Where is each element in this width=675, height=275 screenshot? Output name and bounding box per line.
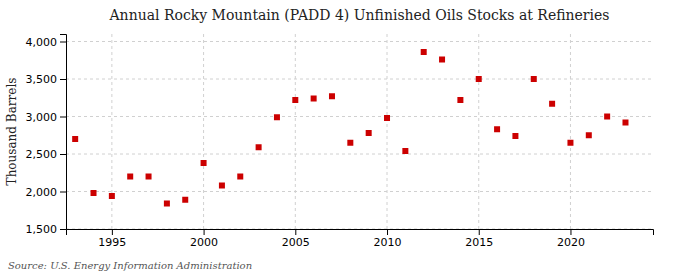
- point: [219, 183, 225, 189]
- point: [531, 76, 537, 82]
- point: [164, 201, 170, 207]
- grid-line-x: [478, 34, 479, 229]
- point: [91, 190, 97, 196]
- x-axis-tick-label: 2015: [465, 236, 493, 249]
- grid-line-x: [295, 34, 296, 229]
- point: [476, 76, 482, 82]
- y-axis-tick-label: 3,000: [26, 111, 58, 124]
- grid-line-y: [66, 116, 653, 117]
- point: [384, 115, 390, 121]
- point: [622, 120, 628, 126]
- chart-svg: 1995 2000 2005 2010 2015 2020 1,500 2,000 2,500 3…: [0, 0, 675, 275]
- point: [201, 160, 207, 166]
- chart-container: 1995 2000 2005 2010 2015 2020 1,500 2,000 2,500 3…: [0, 0, 675, 275]
- y-axis-tick: 4,000: [26, 36, 67, 49]
- point: [439, 57, 445, 63]
- point: [604, 114, 610, 120]
- y-axis-title: Thousand Barrels: [5, 78, 19, 186]
- point: [292, 97, 298, 103]
- point: [146, 174, 152, 180]
- point: [421, 49, 427, 55]
- x-axis-tick-mark: [479, 229, 480, 235]
- x-axis-tick-mark: [387, 229, 388, 235]
- x-axis-line: [67, 230, 654, 236]
- x-axis-tick-mark: [570, 229, 571, 235]
- y-axis-tick-mark: [60, 229, 66, 230]
- y-axis-tick: 3,000: [26, 111, 67, 124]
- x-axis-tick-mark: [295, 229, 296, 235]
- y-axis-tick-label: 2,500: [26, 148, 58, 161]
- x-axis-tick-label: 2020: [557, 236, 585, 249]
- x-axis-tick: 2000: [190, 229, 218, 249]
- point: [311, 96, 317, 102]
- title: Annual Rocky Mountain (PADD 4) Unfinishe…: [109, 7, 610, 23]
- point: [402, 148, 408, 154]
- grid-line-x: [570, 34, 571, 229]
- y-axis-tick-label: 1,500: [26, 223, 58, 236]
- y-axis-tick: 3,500: [26, 73, 67, 86]
- x-axis-tick: 1995: [98, 229, 126, 249]
- y-axis-line: [60, 35, 67, 230]
- annotation: Source: U.S. Energy Information Administ…: [8, 260, 252, 271]
- x-axis-tick: 2010: [374, 229, 402, 249]
- x-axis-tick-label: 2010: [374, 236, 402, 249]
- y-axis-tick-mark: [60, 154, 66, 155]
- grid-line-y: [66, 154, 653, 155]
- point: [127, 174, 133, 180]
- point: [347, 140, 353, 146]
- y-axis-tick-mark: [60, 42, 66, 43]
- point: [256, 144, 262, 150]
- point: [512, 133, 518, 139]
- point: [586, 132, 592, 138]
- y-axis-tick: 1,500: [26, 223, 67, 236]
- grid-line-y: [66, 41, 653, 42]
- x-axis-tick: 2020: [557, 229, 585, 249]
- y-axis-tick: 2,000: [26, 186, 67, 199]
- x-axis-tick-mark: [112, 229, 113, 235]
- y-axis-tick-label: 3,500: [26, 73, 58, 86]
- x-axis-tick: 2015: [465, 229, 493, 249]
- y-axis-tick-mark: [60, 192, 66, 193]
- point: [549, 101, 555, 107]
- grid-line-x: [203, 34, 204, 229]
- point: [567, 140, 573, 146]
- point: [457, 97, 463, 103]
- x-axis-tick: 2005: [282, 229, 310, 249]
- plot-area: [72, 49, 628, 207]
- x-axis-tick-label: 2000: [190, 236, 218, 249]
- point: [366, 130, 372, 136]
- y-axis-tick-mark: [60, 117, 66, 118]
- x-axis-tick-label: 1995: [98, 236, 126, 249]
- y-axis-tick-mark: [60, 79, 66, 80]
- point: [494, 126, 500, 132]
- y-axis: 1,500 2,000 2,500 3,000 3,500 4,000: [26, 35, 67, 237]
- y-axis-tick: 2,500: [26, 148, 67, 161]
- x-axis-tick-label: 2005: [282, 236, 310, 249]
- grid: [66, 34, 653, 229]
- x-axis: 1995 2000 2005 2010 2015 2020: [67, 229, 654, 249]
- point: [182, 197, 188, 203]
- point: [274, 114, 280, 120]
- point: [109, 193, 115, 199]
- point: [237, 174, 243, 180]
- grid-line-x: [387, 34, 388, 229]
- grid-line-x: [111, 34, 112, 229]
- grid-line-y: [66, 79, 653, 80]
- y-axis-tick-label: 4,000: [26, 36, 58, 49]
- grid-line-y: [66, 191, 653, 192]
- point: [72, 136, 78, 142]
- y-axis-tick-label: 2,000: [26, 186, 58, 199]
- point: [329, 93, 335, 99]
- x-axis-tick-mark: [204, 229, 205, 235]
